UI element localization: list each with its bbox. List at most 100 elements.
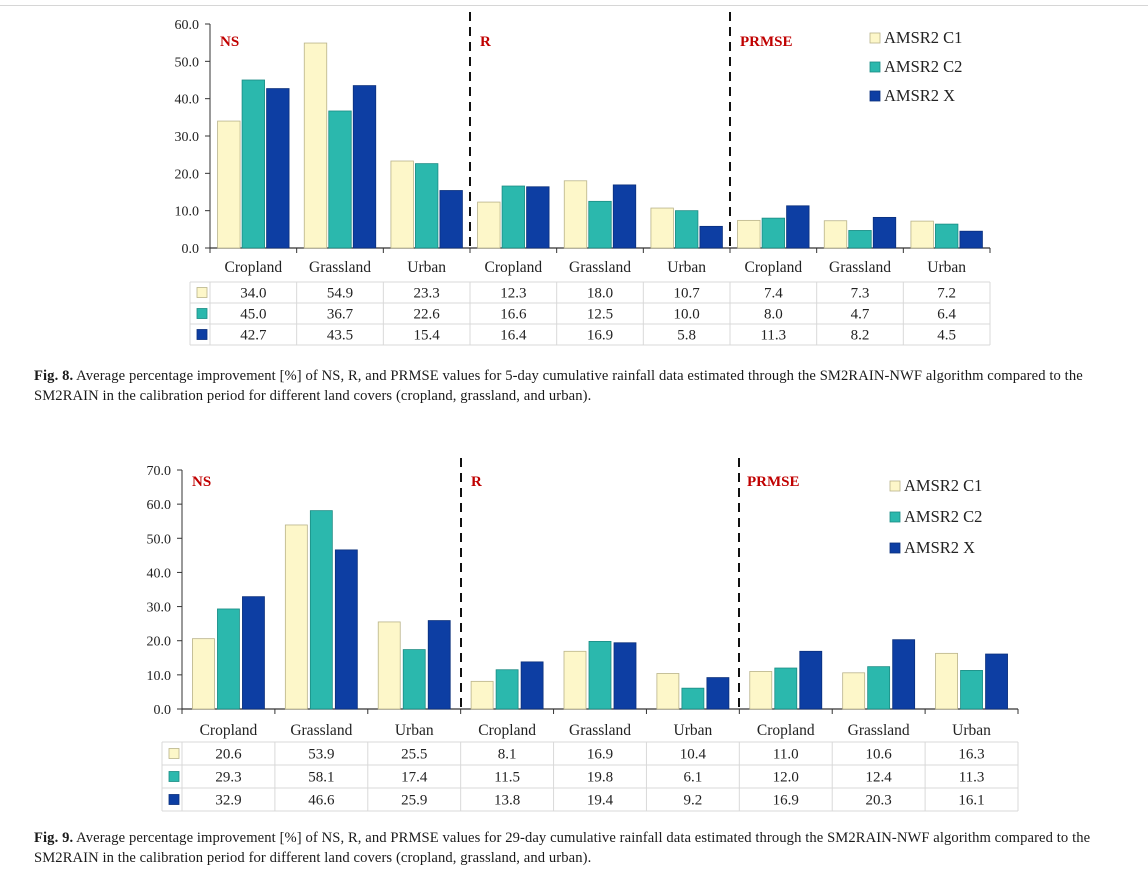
fig8-table-legend-key xyxy=(196,308,208,319)
fig9-y-tick-label: 0.0 xyxy=(154,703,172,718)
fig8-category-label: Grassland xyxy=(569,259,631,276)
fig8-panel-label-prmse: PRMSE xyxy=(740,34,793,50)
fig8-bar-amsr2-x xyxy=(266,88,290,249)
fig9-category-label: Urban xyxy=(952,722,991,739)
fig9-table-cell: 25.9 xyxy=(401,793,427,809)
fig8-bar-amsr2-c2 xyxy=(675,210,699,249)
fig9-bar-amsr2-x xyxy=(706,677,730,710)
fig9-y-tick-label: 30.0 xyxy=(147,601,172,616)
fig8-bar-amsr2-c2 xyxy=(241,79,265,249)
fig9-table-cell: 11.0 xyxy=(773,747,799,763)
figure-8-chart: 0.0 10.0 20.0 30.0 40.0 50.0 60.0 Cropland Grass… xyxy=(175,12,991,346)
fig9-table-cell: 12.4 xyxy=(866,770,893,786)
fig9-table-cell: 17.4 xyxy=(401,770,428,786)
fig8-bar-amsr2-x xyxy=(612,184,637,249)
fig8-bar-amsr2-x xyxy=(699,225,723,249)
fig9-category-label: Grassland xyxy=(569,722,631,739)
fig9-category-label: Cropland xyxy=(757,722,815,739)
fig8-bar-amsr2-c2 xyxy=(415,163,439,249)
fig8-bar-amsr2-x xyxy=(439,190,463,249)
fig8-table-cell: 11.3 xyxy=(760,328,786,344)
fig8-bar-amsr2-c1 xyxy=(910,220,934,249)
fig8-table-cell: 16.9 xyxy=(587,328,613,344)
fig9-panel-label-prmse: PRMSE xyxy=(747,474,800,490)
fig9-legend-label: AMSR2 C1 xyxy=(904,476,982,495)
fig8-legend-label: AMSR2 C1 xyxy=(884,28,962,47)
fig9-bar-amsr2-c2 xyxy=(309,510,333,710)
fig8-table-cell: 18.0 xyxy=(587,286,613,302)
fig8-table-legend-key xyxy=(196,329,208,340)
fig8-category-label: Cropland xyxy=(224,259,282,276)
fig8-table-cell: 43.5 xyxy=(327,328,353,344)
fig8-table-cell: 36.7 xyxy=(327,307,354,323)
fig9-bar-amsr2-x xyxy=(985,653,1008,710)
fig9-table-cell: 58.1 xyxy=(308,770,334,786)
fig9-table-cell: 16.9 xyxy=(587,747,613,763)
fig8-table-cell: 54.9 xyxy=(327,286,353,302)
fig9-bar-amsr2-x xyxy=(520,661,544,710)
fig9-table-cell: 11.5 xyxy=(494,770,520,786)
fig8-y-tick-label: 50.0 xyxy=(175,55,200,70)
fig9-bar-amsr2-c2 xyxy=(960,670,983,710)
fig9-table-cell: 20.3 xyxy=(866,793,892,809)
figure-9-chart: 0.0 10.0 20.0 30.0 40.0 50.0 60.0 70.0 Cropland G… xyxy=(147,458,1019,812)
fig8-y-tick-label: 10.0 xyxy=(175,205,200,220)
fig8-table-cell: 12.5 xyxy=(587,307,613,323)
fig9-bar-amsr2-c2 xyxy=(867,666,891,710)
fig9-legend-label: AMSR2 C2 xyxy=(904,507,982,526)
fig9-table-cell: 20.6 xyxy=(215,747,242,763)
figure-9-caption-label: Fig. 9. xyxy=(34,830,74,846)
fig8-bar-amsr2-x xyxy=(959,230,983,249)
fig8-category-label: Cropland xyxy=(744,259,802,276)
fig8-table-cell: 45.0 xyxy=(240,307,266,323)
fig9-bar-amsr2-c2 xyxy=(495,669,519,710)
fig8-bar-amsr2-c1 xyxy=(650,207,674,249)
fig9-table-cell: 11.3 xyxy=(959,770,985,786)
fig8-bar-amsr2-c2 xyxy=(761,217,785,249)
fig8-table-legend-key xyxy=(196,287,208,298)
fig9-y-tick-label: 60.0 xyxy=(147,498,172,513)
fig9-bar-amsr2-c1 xyxy=(377,621,401,710)
fig9-category-label: Urban xyxy=(674,722,713,739)
fig9-table-legend-key xyxy=(168,794,180,805)
fig9-y-tick-label: 20.0 xyxy=(147,635,172,650)
fig9-bar-amsr2-c2 xyxy=(217,608,240,710)
fig8-panel-label-r: R xyxy=(480,34,491,50)
fig8-category-label: Urban xyxy=(667,259,706,276)
fig8-bar-amsr2-c1 xyxy=(477,201,501,249)
figure-8-caption: Fig. 8. Average percentage improvement [… xyxy=(34,366,1124,406)
fig8-table-cell: 16.6 xyxy=(500,307,527,323)
fig8-bar-amsr2-x xyxy=(786,205,810,249)
fig9-bar-amsr2-c1 xyxy=(935,652,958,710)
fig8-bar-amsr2-c1 xyxy=(390,160,414,249)
fig8-bar-amsr2-c2 xyxy=(588,200,612,249)
fig9-bar-amsr2-c1 xyxy=(470,680,494,710)
fig9-bar-amsr2-x xyxy=(242,596,265,710)
fig8-category-label: Urban xyxy=(927,259,966,276)
fig9-bar-amsr2-c1 xyxy=(284,524,308,710)
fig9-table-cell: 16.3 xyxy=(958,747,984,763)
fig8-bar-amsr2-c2 xyxy=(848,230,872,249)
fig9-bar-amsr2-c2 xyxy=(774,667,798,710)
fig9-table-cell: 12.0 xyxy=(773,770,799,786)
fig8-bar-amsr2-c1 xyxy=(217,120,241,249)
fig9-bar-amsr2-x xyxy=(613,642,637,710)
fig8-legend-swatch xyxy=(869,32,881,44)
fig9-table-cell: 9.2 xyxy=(684,793,703,809)
fig9-category-label: Grassland xyxy=(848,722,910,739)
fig9-bar-amsr2-x xyxy=(892,639,916,710)
fig8-bar-amsr2-x xyxy=(526,186,550,249)
fig9-legend-swatch xyxy=(889,480,901,492)
fig9-category-label: Grassland xyxy=(290,722,352,739)
fig9-table-cell: 8.1 xyxy=(498,747,517,763)
fig8-table-cell: 15.4 xyxy=(414,328,441,344)
fig8-y-tick-label: 0.0 xyxy=(182,242,200,257)
fig8-table-cell: 8.0 xyxy=(764,307,783,323)
fig8-y-tick-label: 30.0 xyxy=(175,130,200,145)
fig8-panel-label-ns: NS xyxy=(220,34,239,50)
fig9-bar-amsr2-c1 xyxy=(842,672,866,710)
fig9-bar-amsr2-c2 xyxy=(588,640,612,710)
fig9-table-cell: 25.5 xyxy=(401,747,427,763)
fig9-category-label: Urban xyxy=(395,722,434,739)
fig9-bar-amsr2-c1 xyxy=(749,671,773,710)
